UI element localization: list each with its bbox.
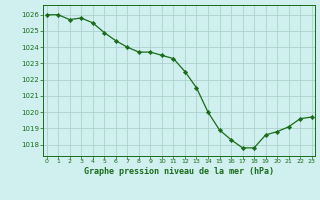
X-axis label: Graphe pression niveau de la mer (hPa): Graphe pression niveau de la mer (hPa) — [84, 167, 274, 176]
